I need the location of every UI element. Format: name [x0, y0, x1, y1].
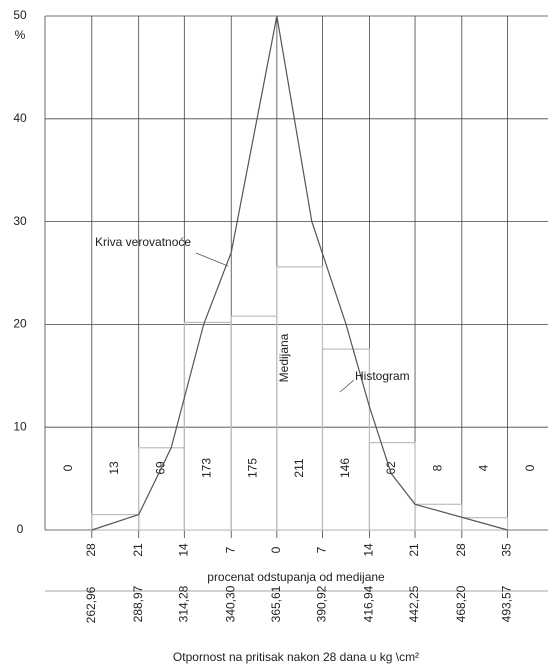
histogram-bar — [138, 447, 185, 531]
x-tick-label: 262,96 — [84, 586, 98, 623]
deviation-tick-label: 14 — [176, 543, 190, 557]
histogram-bar — [183, 321, 232, 531]
x-tick-label: 493,57 — [500, 585, 514, 622]
x-tick-label: 416,94 — [362, 585, 376, 622]
count-label: 146 — [338, 458, 352, 478]
count-label: 69 — [153, 461, 167, 475]
histogram-bar — [414, 503, 463, 531]
count-label: 175 — [246, 458, 260, 478]
x-axis-title: Otpornost na pritisak nakon 28 dana u kg… — [173, 650, 419, 664]
y-unit: % — [15, 28, 26, 42]
histogram-bar — [230, 315, 278, 531]
y-tick-label: 0 — [17, 522, 24, 536]
deviation-tick-label: 7 — [315, 546, 329, 553]
histogram-bar — [321, 348, 371, 531]
y-tick-label: 10 — [13, 419, 27, 433]
x-tick-label: 314,28 — [176, 585, 190, 622]
y-tick-label: 40 — [13, 111, 27, 125]
deviation-tick-label: 7 — [223, 546, 237, 553]
x-tick-label: 288,97 — [131, 585, 145, 622]
annotation: Kriva verovatnoće — [95, 235, 191, 249]
y-tick-label: 30 — [13, 214, 27, 228]
deviation-tick-label: 28 — [84, 543, 98, 557]
deviation-tick-label: 21 — [407, 543, 421, 557]
deviation-tick-label: 21 — [131, 543, 145, 557]
deviation-axis-title: procenat odstupanja od medijane — [207, 570, 385, 584]
x-tick-label: 442,25 — [407, 585, 421, 622]
x-tick-label: 340,30 — [223, 585, 237, 622]
count-label: 211 — [292, 458, 306, 477]
histogram-bar — [368, 442, 416, 531]
deviation-tick-label: 14 — [362, 543, 376, 557]
deviation-tick-label: 0 — [269, 546, 283, 553]
y-tick-label: 20 — [13, 317, 27, 331]
deviation-tick-label: 35 — [500, 543, 514, 557]
count-label: 4 — [477, 464, 491, 471]
annotation: Medijana — [277, 333, 291, 382]
histogram-bar — [276, 266, 324, 531]
deviation-tick-label: 28 — [454, 543, 468, 557]
count-label: 0 — [523, 464, 537, 471]
leader-line — [195, 252, 229, 267]
count-label: 13 — [107, 461, 121, 475]
annotation: Histogram — [355, 369, 410, 383]
probability-curve — [91, 15, 508, 531]
count-label: 8 — [430, 464, 444, 471]
leader-line — [339, 379, 355, 393]
y-tick-label: 50 — [13, 8, 27, 22]
count-label: 0 — [61, 464, 75, 471]
count-label: 173 — [199, 458, 213, 478]
x-tick-label: 365,61 — [269, 585, 283, 622]
x-tick-label: 468,20 — [454, 585, 468, 622]
histogram-bar — [461, 517, 509, 531]
x-tick-label: 390,92 — [315, 585, 329, 622]
